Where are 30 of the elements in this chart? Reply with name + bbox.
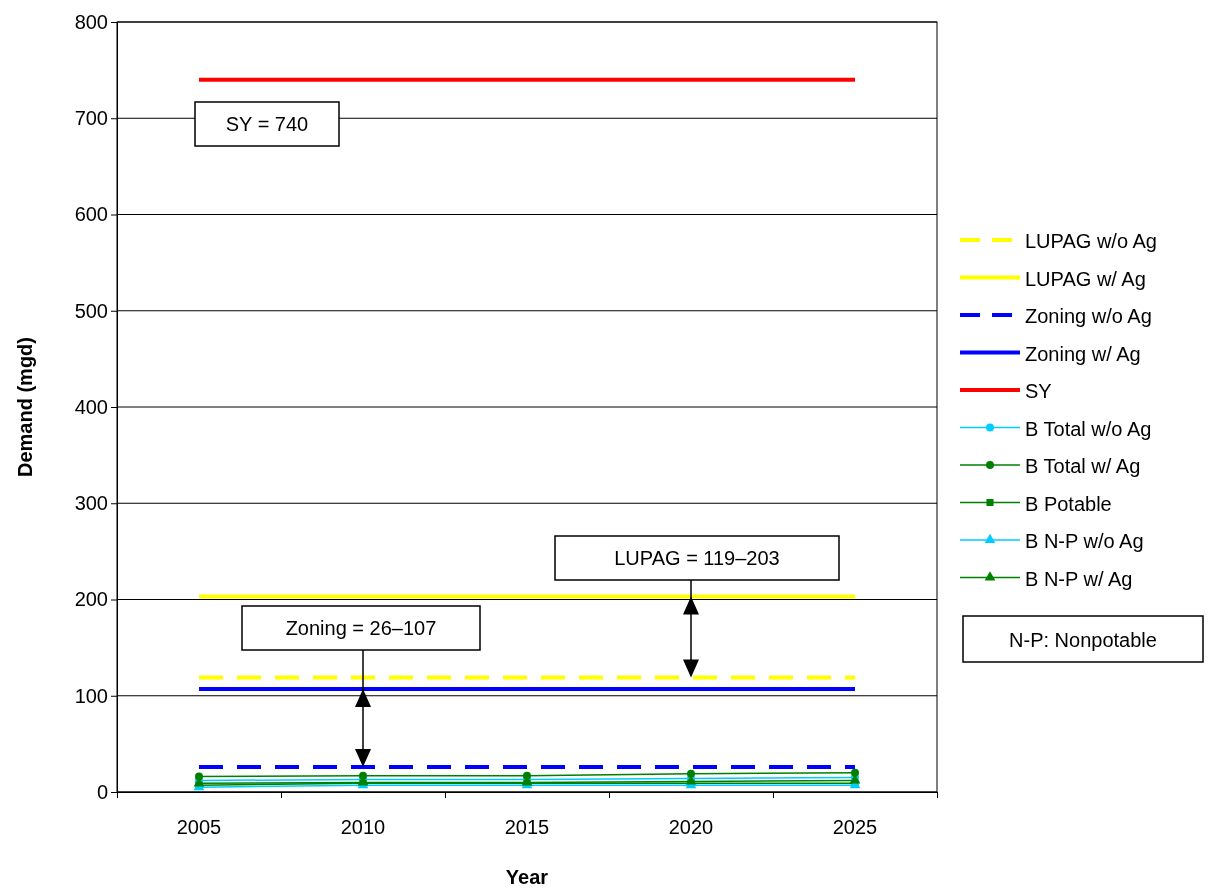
y-tick-label: 100 xyxy=(74,684,108,707)
legend-label: Zoning w/o Ag xyxy=(1025,305,1152,327)
legend-label: B N-P w/ Ag xyxy=(1025,567,1133,590)
y-tick-label: 0 xyxy=(96,780,108,803)
legend-label: SY xyxy=(1025,380,1052,402)
legend-label: LUPAG w/o Ag xyxy=(1025,230,1157,252)
y-tick-label: 400 xyxy=(74,395,108,418)
y-tick-label: 800 xyxy=(74,10,108,33)
annotation: LUPAG = 119–203 xyxy=(614,547,780,569)
x-tick-label: 2005 xyxy=(176,816,222,838)
x-tick-label: 2025 xyxy=(832,816,878,838)
legend-label: B Total w/ Ag xyxy=(1025,455,1141,477)
y-tick-label: 700 xyxy=(74,107,108,130)
text: N-P: Nonpotable xyxy=(1009,629,1157,651)
legend-label: B N-P w/o Ag xyxy=(1025,530,1144,552)
legend-label: B Total w/o Ag xyxy=(1025,417,1152,440)
x-axis-title: Year xyxy=(505,866,549,888)
legend-label: LUPAG w/ Ag xyxy=(1025,267,1146,290)
annotation: SY = 740 xyxy=(225,113,309,135)
y-tick-label: 500 xyxy=(74,299,108,322)
legend-label: B Potable xyxy=(1025,492,1112,515)
x-tick-label: 2010 xyxy=(340,816,386,838)
x-tick-label: 2015 xyxy=(504,816,550,838)
x-tick-label: 2020 xyxy=(668,816,714,838)
annotation: Zoning = 26–107 xyxy=(285,617,437,639)
y-axis-title: Demand (mgd) xyxy=(14,337,36,477)
y-tick-label: 300 xyxy=(74,492,108,515)
legend-label: Zoning w/ Ag xyxy=(1025,342,1141,365)
y-tick-label: 200 xyxy=(74,588,108,611)
y-tick-label: 600 xyxy=(74,203,108,226)
